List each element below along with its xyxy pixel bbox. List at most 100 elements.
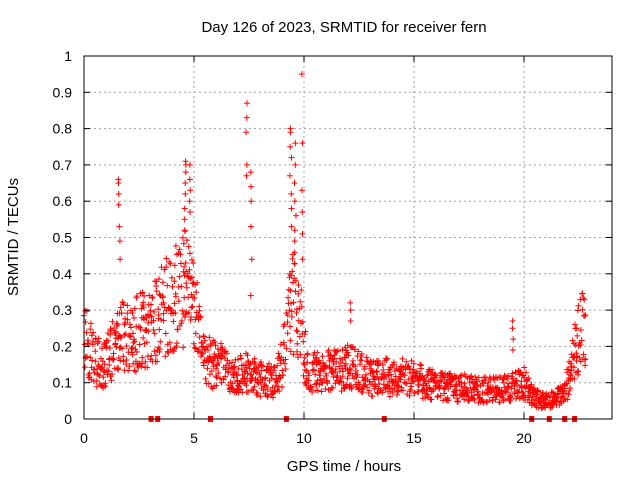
y-tick-label: 0.5	[53, 230, 73, 246]
data-point	[248, 377, 255, 384]
data-point	[218, 379, 225, 386]
data-point	[468, 372, 475, 379]
data-point	[181, 205, 188, 212]
data-point	[405, 376, 412, 383]
data-point	[149, 294, 156, 301]
data-point	[160, 299, 167, 306]
data-point	[331, 352, 338, 359]
data-point	[496, 399, 503, 406]
data-point	[581, 312, 588, 319]
data-point	[580, 295, 587, 302]
data-point	[192, 330, 199, 337]
data-point	[93, 377, 100, 384]
data-point	[130, 339, 137, 346]
data-point	[159, 279, 166, 286]
data-point	[87, 320, 94, 327]
data-point	[218, 346, 225, 353]
data-point	[248, 371, 255, 378]
data-point	[165, 349, 172, 356]
data-point	[133, 293, 140, 300]
data-point	[398, 371, 405, 378]
data-point	[108, 377, 115, 384]
data-point	[191, 294, 198, 301]
data-point	[347, 307, 354, 314]
data-point	[438, 378, 445, 385]
data-point	[95, 338, 102, 345]
data-point	[188, 274, 195, 281]
data-point	[568, 367, 575, 374]
data-point	[145, 319, 152, 326]
data-point	[147, 307, 154, 314]
data-point	[183, 280, 190, 287]
data-point	[200, 333, 207, 340]
data-point	[298, 287, 305, 294]
data-point	[288, 205, 295, 212]
data-point	[547, 394, 554, 401]
data-point	[292, 140, 299, 147]
data-point	[300, 372, 307, 379]
data-point	[411, 389, 418, 396]
data-point	[294, 340, 301, 347]
data-point	[529, 393, 536, 400]
data-point	[253, 369, 260, 376]
data-point	[376, 360, 383, 367]
data-point	[130, 314, 137, 321]
data-point	[212, 342, 219, 349]
data-point	[566, 387, 573, 394]
data-point	[208, 368, 215, 375]
data-point	[117, 256, 124, 263]
data-point	[110, 356, 117, 363]
chart-title: Day 126 of 2023, SRMTID for receiver fer…	[201, 19, 486, 36]
data-point	[229, 359, 236, 366]
data-point	[131, 338, 138, 345]
data-point	[389, 378, 396, 385]
data-point	[320, 359, 327, 366]
data-point	[92, 358, 99, 365]
data-point	[183, 237, 190, 244]
data-point	[131, 305, 138, 312]
data-point	[266, 360, 273, 367]
data-point	[163, 255, 170, 262]
y-tick-label: 0.6	[53, 193, 73, 209]
data-point	[303, 382, 310, 389]
data-point	[341, 354, 348, 361]
data-point	[204, 347, 211, 354]
data-point	[102, 380, 109, 387]
data-point	[374, 368, 381, 375]
data-point	[215, 359, 222, 366]
data-point	[182, 169, 189, 176]
data-point	[247, 292, 254, 299]
data-point	[258, 367, 265, 374]
data-point	[509, 317, 516, 324]
data-point	[554, 385, 561, 392]
data-point	[131, 367, 138, 374]
data-point	[257, 359, 264, 366]
data-point	[288, 223, 295, 230]
data-point	[115, 190, 122, 197]
data-point	[453, 382, 460, 389]
data-point	[282, 366, 289, 373]
data-point	[391, 385, 398, 392]
data-point	[211, 354, 218, 361]
data-point	[416, 370, 423, 377]
data-point	[151, 308, 158, 315]
data-point	[470, 395, 477, 402]
data-point	[214, 362, 221, 369]
data-point	[172, 293, 179, 300]
data-point	[474, 388, 481, 395]
data-point	[353, 367, 360, 374]
data-point	[290, 299, 297, 306]
data-point	[115, 201, 122, 208]
data-point	[332, 366, 339, 373]
data-point	[182, 259, 189, 266]
data-point	[152, 352, 159, 359]
data-point	[186, 198, 193, 205]
data-point	[243, 129, 250, 136]
data-point	[351, 375, 358, 382]
data-point	[149, 294, 156, 301]
data-point	[364, 384, 371, 391]
data-point	[115, 366, 122, 373]
data-point	[434, 393, 441, 400]
data-point	[403, 358, 410, 365]
data-point	[570, 354, 577, 361]
